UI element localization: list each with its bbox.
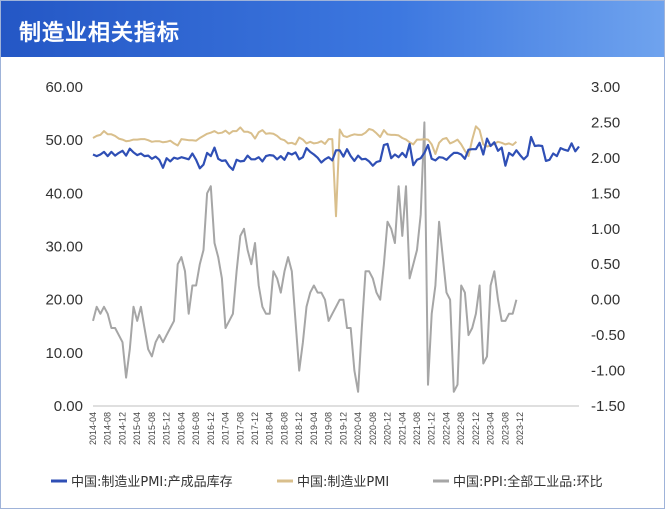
y-left-tick-label: 0.00 (54, 398, 83, 415)
x-tick-label: 2019-12 (338, 412, 348, 445)
y-axis-left: 0.00 10.00 20.00 30.00 40.00 50.00 60.00 (45, 79, 83, 415)
x-tick-label: 2019-04 (309, 412, 319, 445)
x-tick-label: 2016-12 (206, 412, 216, 445)
x-tick-label: 2022-08 (456, 412, 466, 445)
x-tick-label: 2019-08 (324, 412, 334, 445)
x-tick-label: 2018-04 (265, 412, 275, 445)
x-tick-label: 2015-08 (147, 412, 157, 445)
x-tick-label: 2015-04 (132, 412, 142, 445)
x-tick-label: 2017-04 (221, 412, 231, 445)
x-tick-label: 2020-08 (368, 412, 378, 445)
y-right-tick-label: 0.00 (591, 292, 620, 309)
x-tick-label: 2023-08 (500, 412, 510, 445)
x-tick-label: 2017-08 (235, 412, 245, 445)
x-tick-label: 2015-12 (162, 412, 172, 445)
y-left-tick-label: 60.00 (45, 79, 83, 96)
y-right-tick-label: 1.50 (591, 185, 620, 202)
series-line-ppi (92, 121, 518, 393)
y-left-tick-label: 30.00 (45, 239, 83, 256)
legend-item-inventory-label: 中国:制造业PMI:产成品库存 (71, 474, 233, 490)
y-right-tick-label: 2.50 (591, 114, 620, 131)
y-right-tick-label: 0.50 (591, 256, 620, 273)
y-right-tick-label: 2.00 (591, 150, 620, 167)
y-left-tick-label: 20.00 (45, 292, 83, 309)
series-line-inventory (92, 135, 580, 172)
y-right-tick-label: -0.50 (591, 327, 625, 344)
x-tick-label: 2021-04 (397, 412, 407, 445)
x-tick-label: 2016-04 (176, 412, 186, 445)
x-tick-label: 2023-12 (515, 412, 525, 445)
x-tick-label: 2022-04 (441, 412, 451, 445)
line-chart: 0.00 10.00 20.00 30.00 40.00 50.00 60.00 -1.50… (45, 79, 625, 490)
y-right-tick-label: 1.00 (591, 221, 620, 238)
x-axis: 2014-04 2014-08 2014-12 2015-04 2015-08 2015-… (88, 412, 525, 445)
x-tick-label: 2020-04 (353, 412, 363, 445)
x-tick-label: 2014-04 (88, 412, 98, 445)
y-axis-right: -1.50 -1.00 -0.50 0.00 0.50 1.00 1.50 2.00 2.50 3… (591, 79, 625, 415)
y-left-tick-label: 40.00 (45, 185, 83, 202)
x-tick-label: 2020-12 (383, 412, 393, 445)
title-bar: 制造业相关指标 (1, 1, 664, 57)
y-right-tick-label: 3.00 (591, 79, 620, 96)
series-lines (92, 121, 580, 393)
page-title: 制造业相关指标 (19, 21, 181, 46)
x-tick-label: 2023-04 (486, 412, 496, 445)
x-tick-label: 2014-08 (103, 412, 113, 445)
series-line-pmi (92, 125, 518, 218)
x-tick-label: 2017-12 (250, 412, 260, 445)
x-tick-label: 2021-08 (412, 412, 422, 445)
x-tick-label: 2016-08 (191, 412, 201, 445)
legend: 中国:制造业PMI:产成品库存 中国:制造业PMI 中国:PPI:全部工业品:环比 (51, 474, 603, 490)
x-tick-label: 2021-12 (427, 412, 437, 445)
y-left-tick-label: 50.00 (45, 132, 83, 149)
y-right-tick-label: -1.00 (591, 363, 625, 380)
y-left-tick-label: 10.00 (45, 345, 83, 362)
y-right-tick-label: -1.50 (591, 398, 625, 415)
x-tick-label: 2018-08 (279, 412, 289, 445)
x-tick-label: 2014-12 (117, 412, 127, 445)
legend-item-ppi-label: 中国:PPI:全部工业品:环比 (453, 474, 603, 490)
x-tick-label: 2018-12 (294, 412, 304, 445)
legend-item-pmi-label: 中国:制造业PMI (297, 475, 389, 490)
x-tick-label: 2022-12 (471, 412, 481, 445)
